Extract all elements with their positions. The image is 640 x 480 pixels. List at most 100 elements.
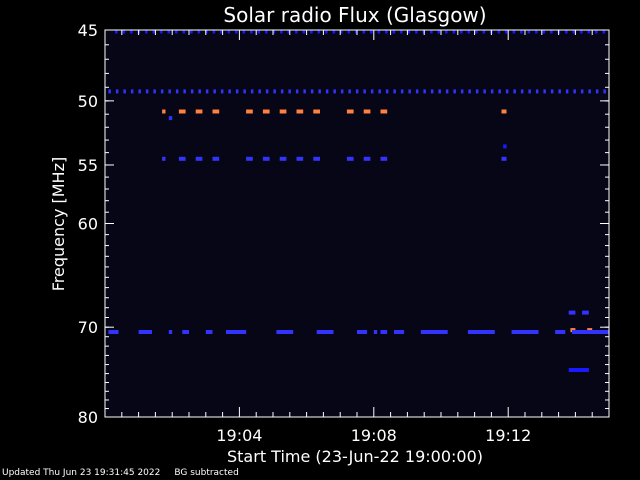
- band-mark: [535, 89, 539, 94]
- band-segment: [178, 156, 186, 161]
- band-mark: [212, 29, 216, 34]
- band-mark: [257, 29, 261, 34]
- band-mark: [167, 29, 171, 34]
- band-mark: [160, 29, 163, 34]
- band-segment: [582, 310, 589, 315]
- band-segment: [568, 368, 589, 372]
- band-mark: [175, 29, 178, 34]
- band-segment: [296, 156, 304, 161]
- band-mark: [265, 89, 269, 94]
- band-segment: [568, 310, 576, 315]
- band-mark: [527, 29, 531, 34]
- band-segment: [316, 330, 334, 334]
- band-segment: [313, 109, 320, 114]
- band-mark: [528, 89, 531, 94]
- band-segment: [511, 330, 539, 334]
- band-mark: [243, 89, 246, 94]
- y-tick-label: 45: [78, 21, 98, 40]
- band-mark: [490, 89, 494, 94]
- band-mark: [475, 29, 478, 34]
- band-segment: [467, 330, 495, 334]
- band-mark: [130, 29, 133, 34]
- band-mark: [572, 29, 576, 34]
- band-mark: [153, 89, 156, 94]
- band-segment: [313, 156, 320, 161]
- band-segment: [555, 330, 566, 334]
- band-mark: [550, 29, 553, 34]
- band-mark: [362, 29, 366, 34]
- band-mark: [332, 29, 336, 34]
- band-mark: [265, 29, 268, 34]
- band-mark: [213, 89, 216, 94]
- band-mark: [280, 89, 284, 94]
- band-mark: [453, 89, 456, 94]
- band-segment: [380, 156, 388, 161]
- band-mark: [317, 29, 321, 34]
- band-mark: [385, 89, 389, 94]
- band-segment: [346, 156, 354, 161]
- band-segment: [572, 330, 609, 334]
- band-mark: [145, 29, 148, 34]
- band-mark: [468, 89, 471, 94]
- band-mark: [280, 29, 283, 34]
- band-mark: [542, 29, 546, 34]
- band-mark: [197, 29, 201, 34]
- band-mark: [513, 89, 516, 94]
- band-mark: [512, 29, 516, 34]
- band-mark: [325, 29, 328, 34]
- band-mark: [228, 89, 231, 94]
- band-mark: [393, 89, 396, 94]
- band-mark: [438, 89, 441, 94]
- band-segment: [246, 109, 253, 114]
- band-mark: [407, 29, 411, 34]
- band-mark: [370, 29, 373, 34]
- band-mark: [565, 29, 568, 34]
- chart-title: Solar radio Flux (Glasgow): [223, 3, 486, 27]
- intensity-bands: [108, 29, 609, 372]
- band-mark: [227, 29, 231, 34]
- updated-timestamp: Updated Thu Jun 23 19:31:45 2022: [2, 468, 161, 478]
- x-tick-label: 19:08: [351, 426, 397, 445]
- band-mark: [272, 29, 276, 34]
- band-mark: [190, 89, 194, 94]
- band-mark: [310, 89, 314, 94]
- band-segment: [279, 156, 287, 161]
- band-mark: [408, 89, 411, 94]
- band-mark: [445, 29, 448, 34]
- x-tick-label: 19:04: [216, 426, 262, 445]
- band-mark: [370, 89, 374, 94]
- band-mark: [220, 29, 223, 34]
- band-segment: [420, 330, 448, 334]
- band-mark: [415, 89, 419, 94]
- band-mark: [220, 89, 224, 94]
- band-mark: [347, 29, 351, 34]
- band-mark: [385, 29, 388, 34]
- band-mark: [543, 89, 546, 94]
- band-segment: [246, 156, 253, 161]
- band-mark: [250, 89, 254, 94]
- band-segment: [503, 144, 507, 149]
- band-mark: [123, 89, 126, 94]
- band-segment: [262, 109, 270, 114]
- bg-note: BG subtracted: [174, 468, 239, 478]
- band-mark: [250, 29, 253, 34]
- band-segment: [357, 330, 368, 334]
- band-mark: [205, 29, 208, 34]
- band-mark: [392, 29, 396, 34]
- band-mark: [460, 89, 464, 94]
- x-axis-label: Start Time (23-Jun-22 19:00:00): [227, 447, 483, 466]
- band-segment: [501, 109, 507, 114]
- band-mark: [430, 89, 434, 94]
- band-segment: [178, 109, 186, 114]
- band-mark: [378, 89, 381, 94]
- band-mark: [565, 89, 569, 94]
- band-mark: [182, 29, 186, 34]
- band-segment: [501, 156, 507, 161]
- band-mark: [475, 89, 479, 94]
- y-tick-label: 70: [78, 318, 98, 337]
- band-mark: [497, 29, 501, 34]
- band-mark: [588, 89, 591, 94]
- band-segment: [363, 156, 371, 161]
- band-mark: [558, 89, 561, 94]
